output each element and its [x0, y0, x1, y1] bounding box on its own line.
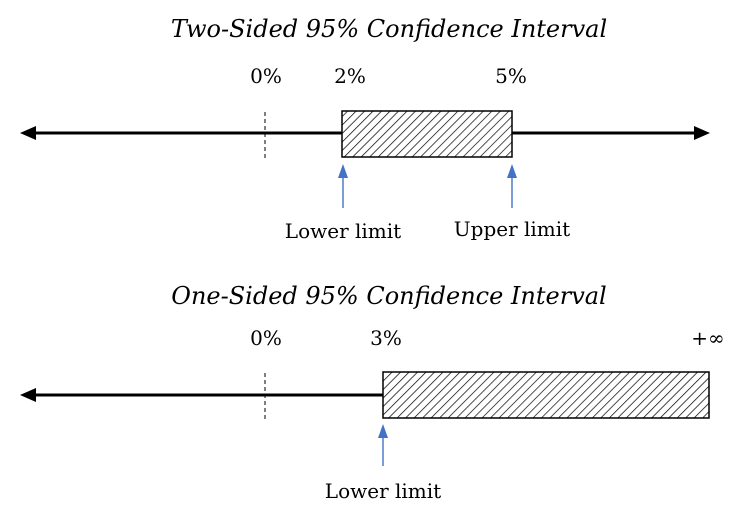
tick-label-lower: 3% — [370, 326, 402, 350]
one-sided-title: One-Sided 95% Confidence Interval — [171, 282, 606, 310]
tick-label-lower: 2% — [334, 64, 366, 88]
one-sided-diagram: One-Sided 95% Confidence Interval 0% 3% … — [20, 282, 725, 503]
lower-limit-pointer-icon — [378, 424, 388, 466]
right-arrowhead-icon — [694, 126, 710, 140]
lower-limit-label: Lower limit — [285, 219, 401, 243]
left-arrowhead-icon — [20, 126, 36, 140]
tick-label-upper: 5% — [495, 64, 527, 88]
tick-label-zero: 0% — [250, 326, 282, 350]
interval-box — [382, 371, 710, 419]
tick-label-zero: 0% — [250, 64, 282, 88]
tick-label-infinity: +∞ — [691, 326, 724, 350]
interval-box — [341, 110, 513, 158]
lower-limit-pointer-icon — [338, 164, 348, 208]
two-sided-diagram: Two-Sided 95% Confidence Interval 0% 2% … — [20, 15, 710, 243]
upper-limit-label: Upper limit — [454, 217, 570, 241]
two-sided-title: Two-Sided 95% Confidence Interval — [171, 15, 607, 43]
upper-limit-pointer-icon — [507, 164, 517, 208]
left-arrowhead-icon — [20, 388, 36, 402]
lower-limit-label: Lower limit — [325, 479, 441, 503]
